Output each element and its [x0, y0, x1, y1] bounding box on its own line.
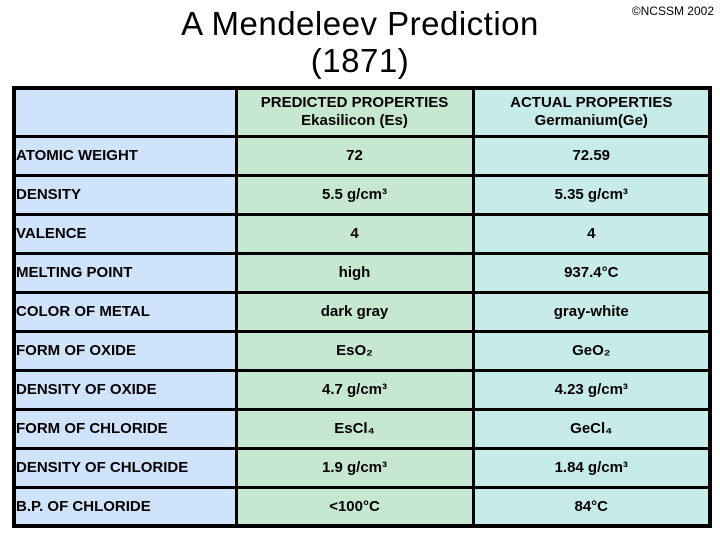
actual-value-cell: gray-white	[471, 290, 712, 333]
table-row: DENSITY OF OXIDE 4.7 g/cm³ 4.23 g/cm³	[12, 368, 712, 411]
actual-value-cell: 4	[471, 212, 712, 255]
corner-header-cell	[12, 86, 238, 138]
predicted-properties-header-cell: PREDICTED PROPERTIES Ekasilicon (Es)	[234, 86, 475, 138]
table-row: FORM OF CHLORIDE EsCl₄ GeCl₄	[12, 407, 712, 450]
predicted-value-cell: 4	[234, 212, 475, 255]
actual-value-cell: GeO₂	[471, 329, 712, 372]
table-header-row: PREDICTED PROPERTIES Ekasilicon (Es) ACT…	[12, 86, 712, 138]
actual-value-cell: 72.59	[471, 134, 712, 177]
predicted-value-cell: high	[234, 251, 475, 294]
property-label-cell: B.P. OF CHLORIDE	[12, 485, 238, 528]
property-label-cell: DENSITY	[12, 173, 238, 216]
property-label-cell: COLOR OF METAL	[12, 290, 238, 333]
property-label-cell: ATOMIC WEIGHT	[12, 134, 238, 177]
table-row: DENSITY 5.5 g/cm³ 5.35 g/cm³	[12, 173, 712, 216]
actual-value-cell: 4.23 g/cm³	[471, 368, 712, 411]
actual-value-cell: GeCl₄	[471, 407, 712, 450]
property-label-cell: FORM OF OXIDE	[12, 329, 238, 372]
table-row: FORM OF OXIDE EsO₂ GeO₂	[12, 329, 712, 372]
predicted-value-cell: 1.9 g/cm³	[234, 446, 475, 489]
title-line-2: (1871)	[310, 41, 410, 79]
predicted-value-cell: 4.7 g/cm³	[234, 368, 475, 411]
predicted-value-cell: EsO₂	[234, 329, 475, 372]
property-label-cell: DENSITY OF OXIDE	[12, 368, 238, 411]
table-row: DENSITY OF CHLORIDE 1.9 g/cm³ 1.84 g/cm³	[12, 446, 712, 489]
actual-properties-header-cell: ACTUAL PROPERTIES Germanium(Ge)	[471, 86, 712, 138]
table-row: MELTING POINT high 937.4°C	[12, 251, 712, 294]
predicted-value-cell: <100°C	[234, 485, 475, 528]
predicted-value-cell: 5.5 g/cm³	[234, 173, 475, 216]
table-row: VALENCE 4 4	[12, 212, 712, 255]
property-label-cell: FORM OF CHLORIDE	[12, 407, 238, 450]
actual-value-cell: 84°C	[471, 485, 712, 528]
predicted-header-line-1: PREDICTED PROPERTIES	[260, 94, 449, 112]
property-label-cell: DENSITY OF CHLORIDE	[12, 446, 238, 489]
actual-value-cell: 937.4°C	[471, 251, 712, 294]
actual-header-line-1: ACTUAL PROPERTIES	[510, 94, 673, 112]
copyright-notice: ©NCSSM 2002	[631, 4, 714, 18]
predicted-value-cell: dark gray	[234, 290, 475, 333]
table-row: ATOMIC WEIGHT 72 72.59	[12, 134, 712, 177]
property-label-cell: VALENCE	[12, 212, 238, 255]
predicted-value-cell: EsCl₄	[234, 407, 475, 450]
table-row: COLOR OF METAL dark gray gray-white	[12, 290, 712, 333]
title-line-1: A Mendeleev Prediction	[181, 5, 539, 42]
actual-value-cell: 5.35 g/cm³	[471, 173, 712, 216]
table-row: B.P. OF CHLORIDE <100°C 84°C	[12, 485, 712, 528]
predicted-value-cell: 72	[234, 134, 475, 177]
property-label-cell: MELTING POINT	[12, 251, 238, 294]
actual-header-line-2: Germanium(Ge)	[534, 112, 648, 130]
actual-value-cell: 1.84 g/cm³	[471, 446, 712, 489]
prediction-comparison-table: PREDICTED PROPERTIES Ekasilicon (Es) ACT…	[12, 86, 712, 528]
predicted-header-line-2: Ekasilicon (Es)	[301, 112, 408, 130]
page-title: A Mendeleev Prediction (1871)	[0, 5, 720, 80]
